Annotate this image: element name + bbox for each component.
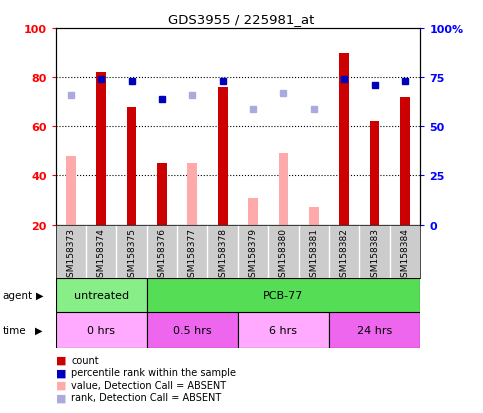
Bar [370, 122, 380, 225]
Text: GSM158380: GSM158380 [279, 228, 288, 282]
Text: GSM158383: GSM158383 [370, 228, 379, 282]
Text: ■: ■ [56, 392, 66, 402]
Text: GSM158381: GSM158381 [309, 228, 318, 282]
Text: GSM158377: GSM158377 [188, 228, 197, 282]
Text: 0.5 hrs: 0.5 hrs [173, 325, 212, 335]
Text: time: time [2, 325, 26, 335]
Bar [218, 88, 227, 225]
Text: percentile rank within the sample: percentile rank within the sample [71, 368, 236, 377]
Bar [56, 279, 147, 312]
Text: GSM158379: GSM158379 [249, 228, 257, 282]
Bar [157, 164, 167, 225]
Text: PCB-77: PCB-77 [263, 290, 304, 300]
Text: untreated: untreated [73, 290, 128, 300]
Text: GSM158378: GSM158378 [218, 228, 227, 282]
Bar [400, 97, 410, 225]
Text: GSM158374: GSM158374 [97, 228, 106, 282]
Text: ■: ■ [56, 355, 66, 365]
Bar [329, 312, 420, 348]
Text: 0 hrs: 0 hrs [87, 325, 115, 335]
Bar [238, 312, 329, 348]
Text: ■: ■ [56, 368, 66, 377]
Text: GSM158376: GSM158376 [157, 228, 167, 282]
Bar [340, 53, 349, 225]
Text: ▶: ▶ [36, 290, 44, 300]
Text: GSM158375: GSM158375 [127, 228, 136, 282]
Text: GDS3955 / 225981_at: GDS3955 / 225981_at [168, 13, 315, 26]
Bar [127, 107, 136, 225]
Text: agent: agent [2, 290, 32, 300]
Bar [147, 312, 238, 348]
Bar [248, 198, 258, 225]
Text: ▶: ▶ [35, 325, 43, 335]
Text: count: count [71, 355, 99, 365]
Text: GSM158373: GSM158373 [66, 228, 75, 282]
Text: rank, Detection Call = ABSENT: rank, Detection Call = ABSENT [71, 392, 221, 402]
Text: 6 hrs: 6 hrs [270, 325, 298, 335]
Text: GSM158382: GSM158382 [340, 228, 349, 282]
Bar [56, 312, 147, 348]
Bar [309, 208, 319, 225]
Text: 24 hrs: 24 hrs [357, 325, 392, 335]
Text: GSM158384: GSM158384 [400, 228, 410, 282]
Bar [279, 154, 288, 225]
Bar [187, 164, 197, 225]
Text: ■: ■ [56, 380, 66, 390]
Text: value, Detection Call = ABSENT: value, Detection Call = ABSENT [71, 380, 226, 390]
Bar [66, 157, 76, 225]
Bar [96, 73, 106, 225]
Bar [147, 279, 420, 312]
